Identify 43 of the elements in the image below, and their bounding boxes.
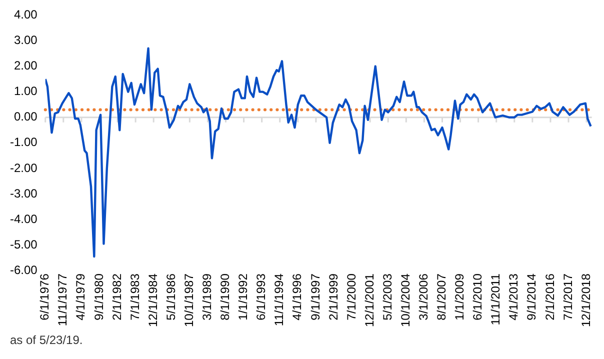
x-tick-label: 4/1/1996 — [290, 273, 304, 320]
y-tick-label: 3.00 — [14, 33, 38, 48]
x-tick-label: 11/1/2011 — [488, 273, 503, 326]
y-tick-label: -4.00 — [10, 212, 38, 226]
x-tick-label: 1/1/1992 — [236, 273, 250, 320]
x-tick-label: 6/1/1993 — [254, 273, 268, 320]
x-tick-label: 6/1/1976 — [38, 273, 52, 320]
x-tick-label: 7/1/2000 — [344, 273, 358, 320]
x-tick-label: 12/1/1984 — [146, 273, 160, 328]
x-tick-label: 4/1/1979 — [74, 273, 88, 320]
x-tick-label: 6/1/2010 — [470, 273, 485, 320]
x-tick-label: 8/1/1990 — [218, 273, 232, 320]
x-tick-label: 11/1/1977 — [56, 273, 70, 326]
x-tick-label: 5/1/1986 — [164, 273, 178, 320]
x-tick-label: 12/1/2018 — [578, 273, 593, 328]
x-tick-label: 9/1/2014 — [524, 273, 539, 320]
x-tick-label: 2/1/1982 — [110, 273, 124, 320]
x-tick-label: 12/1/2001 — [362, 273, 376, 328]
y-tick-label: -3.00 — [10, 186, 38, 200]
x-tick-label: 10/1/2004 — [398, 273, 412, 328]
x-tick-label: 7/1/2017 — [560, 273, 575, 320]
x-tick-label: 1/1/2009 — [452, 273, 467, 320]
text: as of 5/23/19. — [10, 333, 83, 347]
x-tick-label: 4/1/2013 — [506, 273, 521, 320]
y-tick-label: -1.00 — [10, 135, 38, 150]
y-tick-label: 0.00 — [14, 110, 38, 124]
x-tick-label: 9/1/1980 — [92, 273, 106, 320]
y-tick-label: -6.00 — [10, 262, 38, 277]
x-tick-label: 9/1/1997 — [308, 273, 322, 320]
x-tick-label: 5/1/2003 — [380, 273, 394, 320]
y-tick-label: -5.00 — [10, 237, 38, 252]
x-tick-label: 10/1/1987 — [182, 273, 196, 328]
y-tick-label: 1.00 — [14, 84, 38, 98]
x-tick-label: 7/1/1983 — [128, 273, 142, 320]
x-tick-label: 11/1/1994 — [272, 273, 286, 326]
y-tick-label: 4.00 — [14, 8, 38, 22]
x-tick-label: 3/1/2006 — [416, 273, 430, 320]
x-tick-label: 2/1/1999 — [326, 273, 340, 320]
y-tick-label: -2.00 — [10, 160, 38, 175]
x-tick-label: 2/1/2016 — [542, 273, 557, 320]
y-tick-label: 2.00 — [14, 58, 38, 73]
x-tick-label: 3/1/1989 — [200, 273, 214, 320]
x-tick-label: 8/1/2007 — [434, 273, 449, 320]
